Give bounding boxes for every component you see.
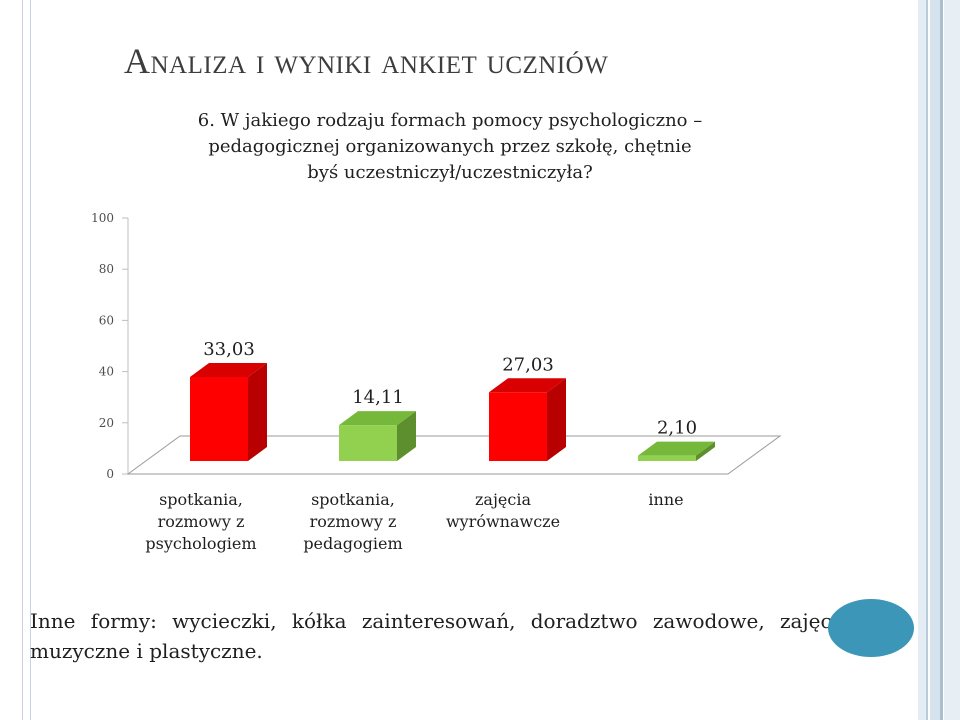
data-label: 27,03	[502, 354, 554, 375]
category-label: psychologiem	[145, 534, 256, 553]
category-label: inne	[648, 490, 683, 509]
y-tick-label: 80	[99, 262, 114, 276]
bar-side	[696, 441, 715, 461]
left-border-line	[30, 0, 31, 720]
left-border-line	[22, 0, 23, 720]
bar-top	[339, 411, 416, 426]
category-label: spotkania,	[311, 490, 395, 509]
question-line: byś uczestniczył/uczestniczyła?	[307, 162, 593, 183]
decorative-circle-fill	[828, 599, 914, 657]
footnote-text: Inne formy: wycieczki, kółka zainteresow…	[30, 609, 850, 663]
y-tick-label: 60	[99, 313, 114, 327]
bar	[638, 455, 696, 461]
bar-chart: 0 20 40 60 80 100 33,03 14,11 27,03 2,10 spotkania…	[91, 211, 782, 553]
bar-side	[547, 378, 566, 461]
bar-top	[489, 378, 566, 393]
y-tick-label: 0	[106, 467, 114, 481]
data-label: 14,11	[352, 387, 404, 408]
y-tick-label: 20	[99, 416, 114, 430]
y-tick-label: 100	[91, 211, 114, 225]
bar-top	[190, 363, 267, 377]
slide-title: Analiza i wyniki ankiet uczniów	[124, 41, 609, 81]
data-label: 2,10	[657, 418, 697, 439]
category-label: rozmowy z	[158, 512, 245, 531]
question-line: 6. W jakiego rodzaju formach pomocy psyc…	[197, 110, 703, 131]
category-label: wyrównawcze	[446, 512, 560, 531]
bar-side	[397, 411, 416, 461]
bar-top	[638, 441, 715, 456]
data-label: 33,03	[203, 339, 255, 360]
bar	[339, 425, 397, 461]
category-label: pedagogiem	[303, 534, 402, 553]
question-line: pedagogicznej organizowanych przez szkoł…	[208, 136, 692, 157]
chart-floor	[126, 435, 782, 475]
bar	[489, 392, 547, 461]
bar-side	[248, 363, 267, 461]
question-text: 6. W jakiego rodzaju formach pomocy psyc…	[110, 108, 790, 186]
decorative-circle	[828, 599, 914, 657]
category-label: rozmowy z	[310, 512, 397, 531]
y-tick-label: 40	[99, 365, 114, 379]
right-decorative-stripes	[918, 0, 960, 720]
category-label: spotkania,	[159, 490, 243, 509]
category-label: zajęcia	[475, 490, 531, 509]
bar	[190, 377, 248, 461]
